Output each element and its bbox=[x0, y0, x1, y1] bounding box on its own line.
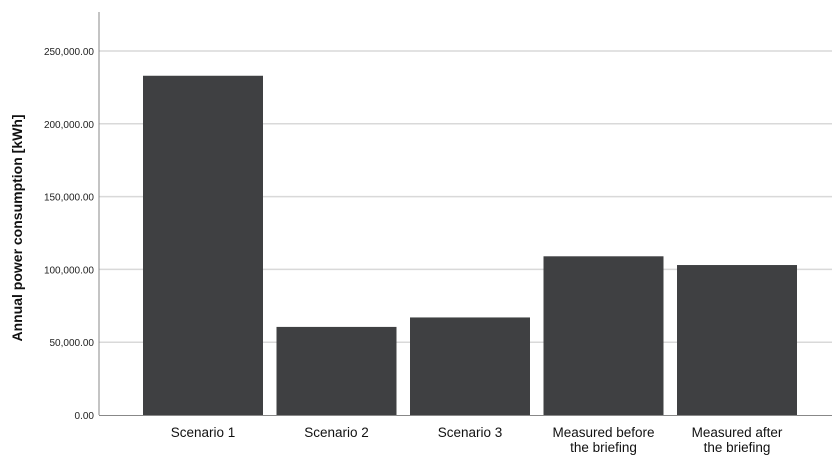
bar bbox=[143, 75, 263, 415]
y-tick-label: 0.00 bbox=[75, 411, 95, 422]
axes bbox=[98, 12, 832, 416]
bar bbox=[543, 256, 664, 415]
y-tick-label: 250,000.00 bbox=[44, 47, 94, 58]
bar bbox=[410, 317, 530, 415]
y-tick-label: 200,000.00 bbox=[44, 120, 94, 131]
bar bbox=[276, 326, 397, 415]
y-tick-label: 100,000.00 bbox=[44, 265, 94, 276]
y-tick-label: 150,000.00 bbox=[44, 193, 94, 204]
x-tick-label: Measured after the briefing bbox=[692, 425, 783, 455]
y-tick-label: 50,000.00 bbox=[50, 338, 95, 349]
x-tick-label: Scenario 1 bbox=[171, 425, 236, 440]
x-tick-label: Scenario 2 bbox=[304, 425, 369, 440]
bars bbox=[143, 75, 797, 415]
x-tick-label: Scenario 3 bbox=[438, 425, 503, 440]
x-tick-label: Measured before the briefing bbox=[552, 425, 654, 455]
y-axis-title: Annual power consumption [kWh] bbox=[9, 114, 25, 341]
bar bbox=[677, 265, 797, 415]
x-tick-labels: Scenario 1 Scenario 2 Scenario 3 Measured b… bbox=[171, 425, 783, 455]
y-tick-labels: 0.00 50,000.00 100,000.00 150,000.00 200,000… bbox=[44, 47, 94, 422]
